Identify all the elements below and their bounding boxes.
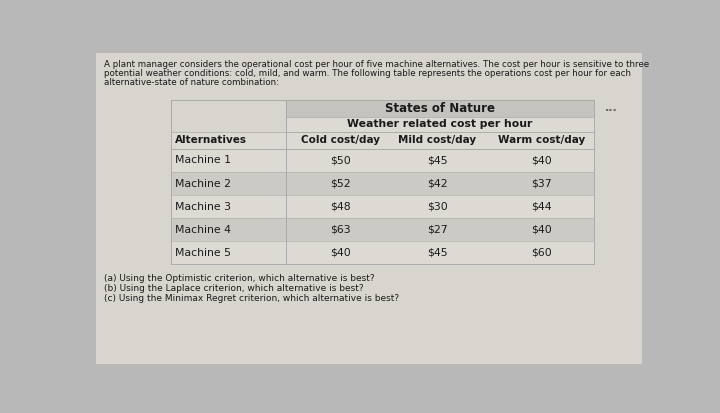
Bar <box>171 132 594 149</box>
Bar <box>171 149 594 172</box>
Text: $52: $52 <box>330 178 351 189</box>
Text: Machine 5: Machine 5 <box>175 248 231 258</box>
Text: A plant manager considers the operational cost per hour of five machine alternat: A plant manager considers the operationa… <box>104 59 649 69</box>
Text: $27: $27 <box>427 225 448 235</box>
Bar <box>171 241 594 264</box>
Text: Machine 1: Machine 1 <box>175 155 231 166</box>
Text: $30: $30 <box>427 202 448 211</box>
Bar <box>286 100 594 116</box>
Text: $48: $48 <box>330 202 351 211</box>
Text: Machine 4: Machine 4 <box>175 225 231 235</box>
Text: $63: $63 <box>330 225 351 235</box>
Bar <box>171 100 286 116</box>
Text: $45: $45 <box>427 155 448 166</box>
Text: $50: $50 <box>330 155 351 166</box>
Bar <box>171 218 594 241</box>
Text: Alternatives: Alternatives <box>175 135 247 145</box>
Text: (a) Using the Optimistic criterion, which alternative is best?: (a) Using the Optimistic criterion, whic… <box>104 274 374 282</box>
Text: $40: $40 <box>531 225 552 235</box>
Text: ...: ... <box>605 103 617 113</box>
Text: Mild cost/day: Mild cost/day <box>398 135 476 145</box>
Bar <box>171 116 286 132</box>
Text: $60: $60 <box>531 248 552 258</box>
Bar <box>171 172 594 195</box>
Text: (c) Using the Minimax Regret criterion, which alternative is best?: (c) Using the Minimax Regret criterion, … <box>104 294 399 303</box>
Bar <box>286 116 594 132</box>
Text: Weather related cost per hour: Weather related cost per hour <box>347 119 533 129</box>
Text: (b) Using the Laplace criterion, which alternative is best?: (b) Using the Laplace criterion, which a… <box>104 284 364 293</box>
Text: $44: $44 <box>531 202 552 211</box>
Text: Cold cost/day: Cold cost/day <box>301 135 380 145</box>
Text: potential weather conditions: cold, mild, and warm. The following table represen: potential weather conditions: cold, mild… <box>104 69 631 78</box>
Text: Warm cost/day: Warm cost/day <box>498 135 585 145</box>
Text: Machine 3: Machine 3 <box>175 202 231 211</box>
Text: $42: $42 <box>427 178 448 189</box>
Bar <box>171 195 594 218</box>
Text: alternative-state of nature combination:: alternative-state of nature combination: <box>104 78 279 87</box>
Text: $40: $40 <box>330 248 351 258</box>
Text: $37: $37 <box>531 178 552 189</box>
Text: States of Nature: States of Nature <box>385 102 495 114</box>
Text: $40: $40 <box>531 155 552 166</box>
Text: $45: $45 <box>427 248 448 258</box>
Text: Machine 2: Machine 2 <box>175 178 231 189</box>
